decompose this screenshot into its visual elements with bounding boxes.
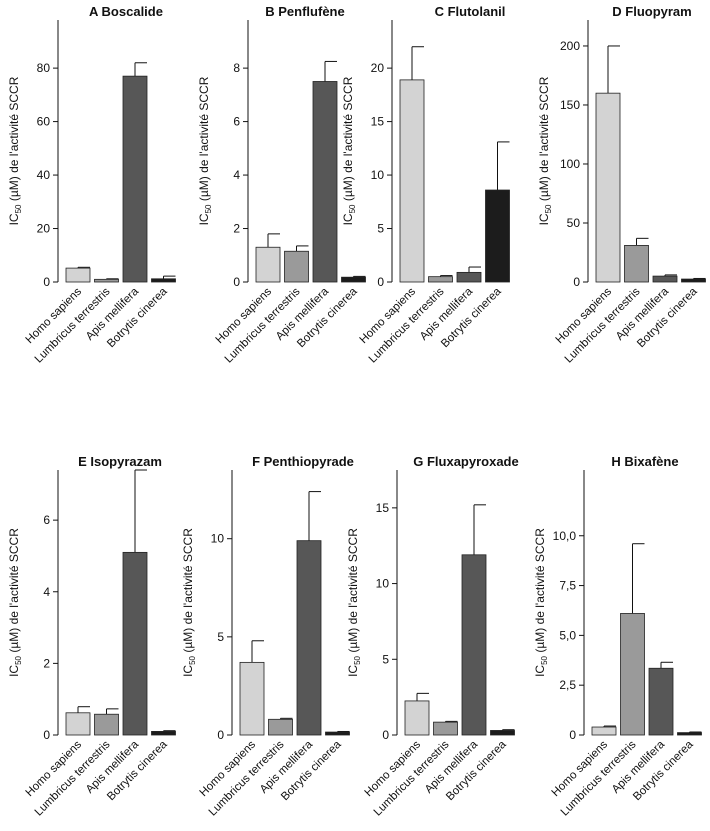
y-tick-label: 15 bbox=[376, 501, 390, 515]
bar-1 bbox=[595, 92, 621, 283]
y-tick-label: 20 bbox=[371, 61, 385, 75]
bar-1 bbox=[404, 700, 430, 736]
y-tick-label: 40 bbox=[37, 168, 51, 182]
y-tick-label: 5,0 bbox=[559, 628, 576, 642]
chart-panel-4: D Fluopyram 0 50 100 150 200 IC50 (µM) de l'ac… bbox=[537, 4, 706, 366]
panel-title: B Penflufène bbox=[265, 4, 344, 19]
y-tick-label: 0 bbox=[573, 275, 580, 289]
bar-4 bbox=[677, 732, 702, 736]
bar-3 bbox=[312, 81, 338, 283]
panel-title: C Flutolanil bbox=[435, 4, 506, 19]
bar-1 bbox=[255, 246, 281, 283]
y-tick-label: 5 bbox=[377, 222, 384, 236]
y-axis-label: IC50 (µM) de l'activité SCCR bbox=[537, 76, 553, 225]
bar-2 bbox=[428, 276, 453, 283]
bar-3 bbox=[648, 667, 674, 736]
y-axis-label: IC50 (µM) de l'activité SCCR bbox=[341, 76, 357, 225]
y-tick-label: 5 bbox=[382, 652, 389, 666]
chart-panel-7: G Fluxapyroxade 0 5 10 15 IC50 (µM) de l'acti… bbox=[346, 454, 519, 819]
y-axis-label: IC50 (µM) de l'activité SCCR bbox=[7, 528, 23, 677]
bar-2 bbox=[620, 613, 645, 736]
bar-4 bbox=[485, 189, 510, 283]
chart-panel-8: H Bixafène 0 2,5 5,0 7,5 10,0 IC50 (µM) de l'a… bbox=[533, 454, 702, 819]
y-tick-label: 6 bbox=[233, 115, 240, 129]
bar-1 bbox=[65, 267, 91, 283]
y-axis-label: IC50 (µM) de l'activité SCCR bbox=[7, 76, 23, 225]
y-tick-label: 10 bbox=[371, 168, 385, 182]
bar-2 bbox=[268, 718, 293, 736]
y-tick-label: 0 bbox=[43, 275, 50, 289]
bar-4 bbox=[325, 731, 350, 736]
bar-4 bbox=[151, 731, 176, 736]
chart-panel-3: C Flutolanil 0 5 10 15 20 IC50 (µM) de l'activ… bbox=[341, 4, 510, 366]
bar-1 bbox=[399, 79, 425, 283]
y-tick-label: 10 bbox=[211, 532, 225, 546]
y-tick-label: 4 bbox=[233, 168, 240, 182]
y-tick-label: 4 bbox=[43, 585, 50, 599]
bar-1 bbox=[65, 712, 91, 736]
y-tick-label: 0 bbox=[43, 728, 50, 742]
bar-3 bbox=[296, 540, 322, 736]
bar-2 bbox=[94, 713, 119, 736]
y-axis-label: IC50 (µM) de l'activité SCCR bbox=[533, 528, 549, 677]
y-tick-label: 150 bbox=[560, 98, 580, 112]
y-tick-label: 2 bbox=[43, 656, 50, 670]
bar-1 bbox=[239, 661, 265, 736]
y-tick-label: 0 bbox=[569, 728, 576, 742]
chart-panel-5: E Isopyrazam 0 2 4 6 IC50 (µM) de l'activité … bbox=[7, 454, 176, 819]
y-tick-label: 15 bbox=[371, 115, 385, 129]
bar-1 bbox=[591, 726, 617, 736]
y-tick-label: 0 bbox=[382, 728, 389, 742]
y-axis-label: IC50 (µM) de l'activité SCCR bbox=[181, 528, 197, 677]
y-tick-label: 7,5 bbox=[559, 579, 576, 593]
panel-title: F Penthiopyrade bbox=[252, 454, 354, 469]
panel-title: E Isopyrazam bbox=[78, 454, 162, 469]
panel-title: G Fluxapyroxade bbox=[413, 454, 518, 469]
bar-2 bbox=[624, 245, 649, 283]
y-tick-label: 0 bbox=[377, 275, 384, 289]
bar-3 bbox=[456, 271, 482, 283]
y-tick-label: 100 bbox=[560, 157, 580, 171]
y-tick-label: 5 bbox=[217, 630, 224, 644]
bar-3 bbox=[461, 554, 487, 736]
bar-3 bbox=[122, 551, 148, 736]
y-tick-label: 20 bbox=[37, 222, 51, 236]
bar-2 bbox=[433, 721, 458, 736]
bar-4 bbox=[151, 278, 176, 283]
y-tick-label: 80 bbox=[37, 61, 51, 75]
panel-title: A Boscalide bbox=[89, 4, 163, 19]
bar-3 bbox=[652, 275, 678, 283]
y-axis-label: IC50 (µM) de l'activité SCCR bbox=[197, 76, 213, 225]
y-tick-label: 2 bbox=[233, 222, 240, 236]
y-tick-label: 2,5 bbox=[559, 678, 576, 692]
chart-panel-6: F Penthiopyrade 0 5 10 IC50 (µM) de l'activi… bbox=[181, 454, 354, 819]
bar-4 bbox=[681, 278, 706, 283]
bar-3 bbox=[122, 75, 148, 283]
bar-4 bbox=[341, 276, 366, 283]
panel-title: H Bixafène bbox=[611, 454, 678, 469]
panel-title: D Fluopyram bbox=[612, 4, 691, 19]
y-tick-label: 6 bbox=[43, 513, 50, 527]
y-tick-label: 0 bbox=[233, 275, 240, 289]
y-tick-label: 8 bbox=[233, 61, 240, 75]
chart-panel-1: A Boscalide 0 20 40 60 80 IC50 (µM) de l'activ… bbox=[7, 4, 176, 366]
y-tick-label: 60 bbox=[37, 115, 51, 129]
y-tick-label: 200 bbox=[560, 39, 580, 53]
bar-2 bbox=[284, 250, 309, 283]
y-axis-label: IC50 (µM) de l'activité SCCR bbox=[346, 528, 362, 677]
y-tick-label: 0 bbox=[217, 728, 224, 742]
y-tick-label: 10 bbox=[376, 577, 390, 591]
bar-4 bbox=[490, 730, 515, 736]
y-tick-label: 50 bbox=[567, 216, 581, 230]
y-tick-label: 10,0 bbox=[553, 529, 577, 543]
bar-2 bbox=[94, 278, 119, 283]
